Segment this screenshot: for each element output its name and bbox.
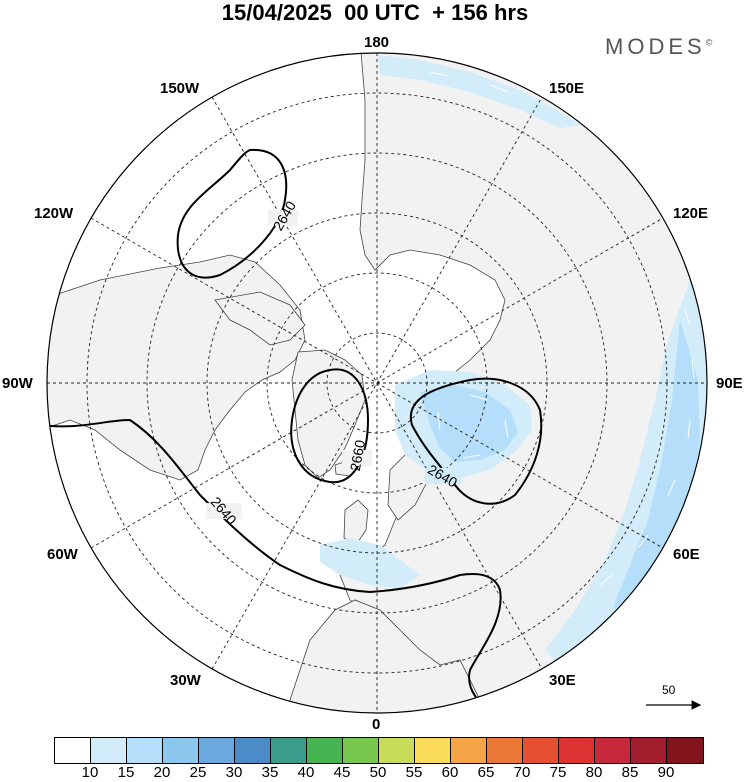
label-0: 0	[372, 716, 381, 733]
colorbar-swatch	[487, 738, 523, 763]
colorbar-swatch	[235, 738, 271, 763]
colorbar-tick-label: 50	[369, 764, 387, 781]
run-time: 00 UTC	[344, 0, 420, 25]
colorbar-tick-label: 80	[585, 764, 603, 781]
colorbar-tick-label: 65	[477, 764, 495, 781]
contour-pacific-low	[176, 148, 288, 279]
colorbar-tick-label: 40	[297, 764, 315, 781]
colorbar-swatch	[451, 738, 487, 763]
contour-label-polar-high: 2660	[347, 439, 368, 473]
colorbar-tick-label: 15	[117, 764, 135, 781]
colorbar-swatch	[595, 738, 631, 763]
colorbar-swatch	[631, 738, 667, 763]
colorbar-swatch	[91, 738, 127, 763]
colorbar-ticks: 10 15 20 25 30 35 40 45 50 55 60 65 70 75 80 85 90	[54, 764, 704, 782]
uk-ireland	[343, 499, 369, 546]
height-contours	[47, 148, 543, 713]
colorbar-swatch	[379, 738, 415, 763]
contour-polar-high	[290, 368, 370, 484]
colorbar-swatch	[559, 738, 595, 763]
colorbar-swatch	[127, 738, 163, 763]
colorbar-tick-label: 85	[621, 764, 639, 781]
colorbar-swatch	[523, 738, 559, 763]
label-60e: 60E	[673, 546, 700, 563]
brand-mark: ©	[705, 37, 713, 48]
colorbar-swatch	[307, 738, 343, 763]
map-border	[46, 52, 708, 714]
colorbar-swatch	[163, 738, 199, 763]
colorbar-swatch	[271, 738, 307, 763]
colorbar-tick-label: 60	[441, 764, 459, 781]
colorbar-tick-label: 90	[657, 764, 675, 781]
label-150w: 150W	[160, 80, 200, 97]
label-90e: 90E	[716, 375, 743, 392]
forecast-lead: + 156 hrs	[432, 0, 529, 25]
polar-map[interactable]: 2640 2660 2640 2640	[0, 0, 750, 735]
label-120w: 120W	[34, 205, 74, 222]
colorbar-swatch	[199, 738, 235, 763]
colorbar-tick-label: 20	[153, 764, 171, 781]
greenland	[291, 349, 366, 479]
colorbar-swatch	[415, 738, 451, 763]
colorbar-tick-label: 55	[405, 764, 423, 781]
colorbar-tick-label: 10	[81, 764, 99, 781]
jet-mediterranean	[320, 538, 420, 588]
colorbar-swatch	[667, 738, 703, 763]
label-90w: 90W	[2, 375, 33, 392]
contour-atlantic-ridge	[47, 418, 502, 713]
label-150e: 150E	[549, 80, 585, 97]
label-60w: 60W	[47, 546, 78, 563]
colorbar-swatch	[55, 738, 91, 763]
wind-vectors	[429, 71, 695, 586]
jet-north-pacific	[378, 55, 580, 128]
colorbar	[54, 737, 704, 764]
africa	[289, 599, 481, 713]
label-180: 180	[364, 34, 390, 51]
colorbar-tick-label: 30	[225, 764, 243, 781]
colorbar-swatch	[343, 738, 379, 763]
jet-europe-low-core	[420, 385, 518, 462]
contour-european-low	[409, 377, 543, 505]
map-body	[47, 53, 707, 713]
colorbar-tick-label: 35	[261, 764, 279, 781]
label-30e: 30E	[549, 672, 576, 689]
jet-siberia-core	[612, 320, 700, 610]
arctic-archipelago	[214, 291, 306, 346]
colorbar-tick-label: 75	[549, 764, 567, 781]
graticule	[47, 53, 707, 713]
label-120e: 120E	[673, 205, 709, 222]
label-30w: 30W	[170, 672, 201, 689]
colorbar-tick-label: 25	[189, 764, 207, 781]
colorbar-tick-label: 45	[333, 764, 351, 781]
valid-date: 15/04/2025	[221, 0, 332, 25]
map-title: 15/04/2025 00 UTC + 156 hrs	[0, 0, 750, 26]
brand-logo: MODES©	[605, 34, 712, 60]
reference-vector-label: 50	[662, 683, 676, 697]
colorbar-tick-label: 70	[513, 764, 531, 781]
brand-name: MODES	[605, 34, 706, 59]
